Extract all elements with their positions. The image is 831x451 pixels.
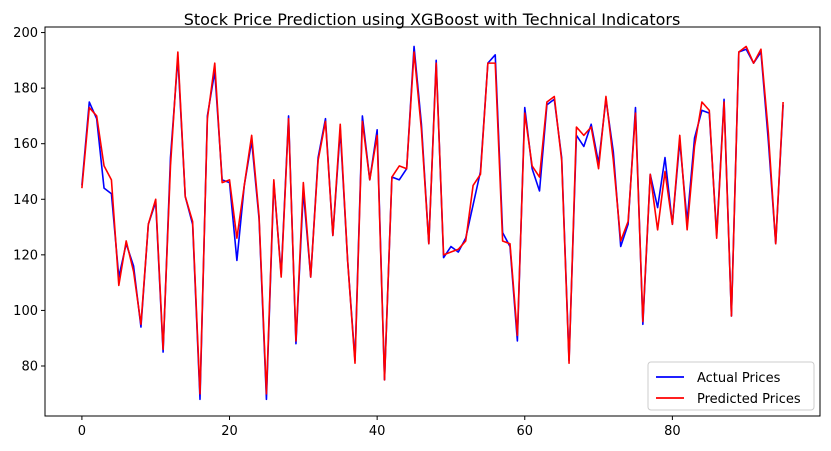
x-tick-label: 60 <box>516 424 533 439</box>
y-tick-label: 80 <box>21 359 38 374</box>
y-tick-label: 100 <box>13 304 38 319</box>
y-tick-label: 180 <box>13 82 38 97</box>
y-tick-label: 140 <box>13 193 38 208</box>
x-tick-label: 0 <box>78 424 86 439</box>
x-tick-label: 40 <box>369 424 386 439</box>
legend-label: Actual Prices <box>697 371 781 386</box>
x-tick-label: 20 <box>221 424 238 439</box>
y-tick-label: 120 <box>13 248 38 263</box>
series-line-predicted <box>81 45 784 395</box>
x-tick-label: 80 <box>664 424 681 439</box>
legend-box <box>647 361 815 411</box>
y-tick-label: 200 <box>13 26 38 41</box>
chart-title: Stock Price Prediction using XGBoost wit… <box>184 10 681 29</box>
legend: Actual Prices Predicted Prices <box>647 361 815 411</box>
y-tick-label: 160 <box>13 137 38 152</box>
plot-frame <box>44 26 821 417</box>
legend-label: Predicted Prices <box>697 392 801 407</box>
